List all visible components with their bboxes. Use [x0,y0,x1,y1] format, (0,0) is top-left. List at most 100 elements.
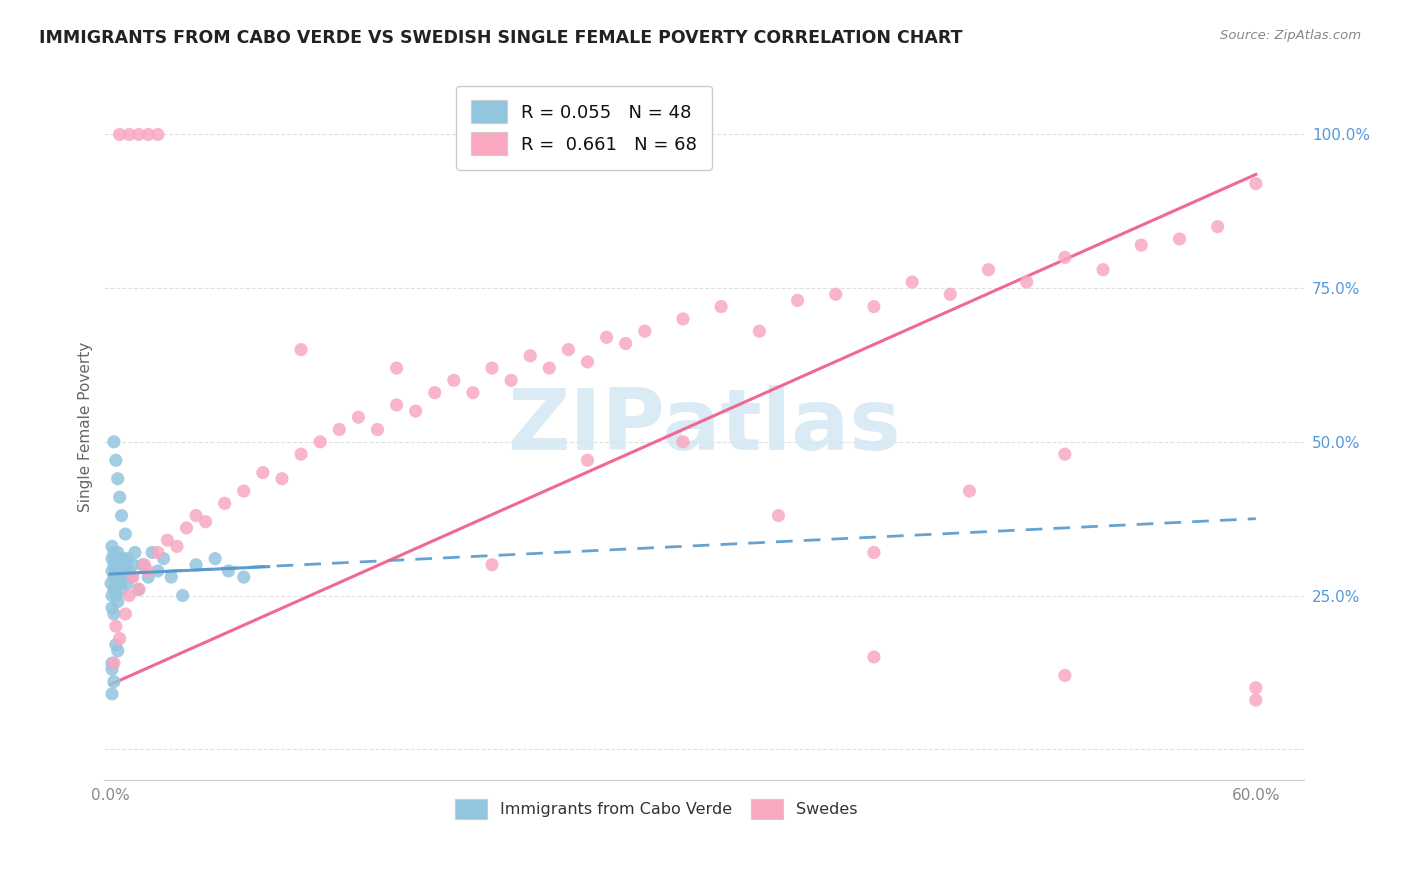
Point [122,558,145,572]
Point [101,687,124,701]
Point [104,589,127,603]
Point [101,589,124,603]
Legend: Immigrants from Cabo Verde, Swedes: Immigrants from Cabo Verde, Swedes [449,793,863,825]
Point [160,570,183,584]
Point [768,508,790,523]
Point [108,576,131,591]
Point [1244,177,1267,191]
Point [128,582,150,597]
Point [146,564,169,578]
Point [146,128,169,142]
Point [101,564,124,578]
Point [136,128,159,142]
Point [120,570,142,584]
Point [103,570,125,584]
Point [519,349,541,363]
Point [748,324,770,338]
Point [576,355,599,369]
Point [461,385,484,400]
Point [957,483,980,498]
Point [104,564,127,578]
Point [108,551,131,566]
Point [423,385,446,400]
Point [107,545,129,559]
Point [672,434,695,449]
Point [112,551,135,566]
Y-axis label: Single Female Poverty: Single Female Poverty [79,342,93,512]
Point [166,539,188,553]
Point [108,564,131,578]
Point [103,656,125,670]
Point [481,361,503,376]
Point [710,300,733,314]
Point [1244,693,1267,707]
Point [328,423,350,437]
Point [232,483,254,498]
Point [194,515,217,529]
Point [252,466,274,480]
Point [103,582,125,597]
Point [309,434,332,449]
Point [110,570,132,584]
Point [108,128,131,142]
Point [1130,238,1153,252]
Point [118,589,141,603]
Point [1244,681,1267,695]
Point [232,570,254,584]
Point [101,600,124,615]
Point [172,589,194,603]
Point [901,275,924,289]
Point [103,545,125,559]
Point [152,551,174,566]
Point [101,662,124,676]
Point [104,619,127,633]
Point [595,330,617,344]
Point [218,564,240,578]
Point [110,558,132,572]
Point [538,361,561,376]
Point [101,551,124,566]
Point [114,570,136,584]
Point [1015,275,1038,289]
Point [103,558,125,572]
Point [110,508,132,523]
Point [385,361,408,376]
Point [184,508,207,523]
Point [107,595,129,609]
Point [290,447,312,461]
Point [100,576,122,591]
Text: Source: ZipAtlas.com: Source: ZipAtlas.com [1220,29,1361,42]
Point [863,300,886,314]
Point [128,128,150,142]
Point [107,644,129,658]
Point [824,287,846,301]
Point [107,570,129,584]
Point [128,582,150,597]
Point [1092,262,1115,277]
Point [1206,219,1229,234]
Point [117,551,139,566]
Point [103,607,125,621]
Point [557,343,579,357]
Point [114,527,136,541]
Point [481,558,503,572]
Point [156,533,179,548]
Point [443,373,465,387]
Point [939,287,962,301]
Point [131,558,153,572]
Point [863,650,886,665]
Point [118,564,141,578]
Point [786,293,808,308]
Point [634,324,657,338]
Point [104,638,127,652]
Point [347,410,370,425]
Point [104,576,127,591]
Point [107,472,129,486]
Point [114,607,136,621]
Point [204,551,226,566]
Point [104,551,127,566]
Point [366,423,388,437]
Point [110,582,132,597]
Point [290,343,312,357]
Point [576,453,599,467]
